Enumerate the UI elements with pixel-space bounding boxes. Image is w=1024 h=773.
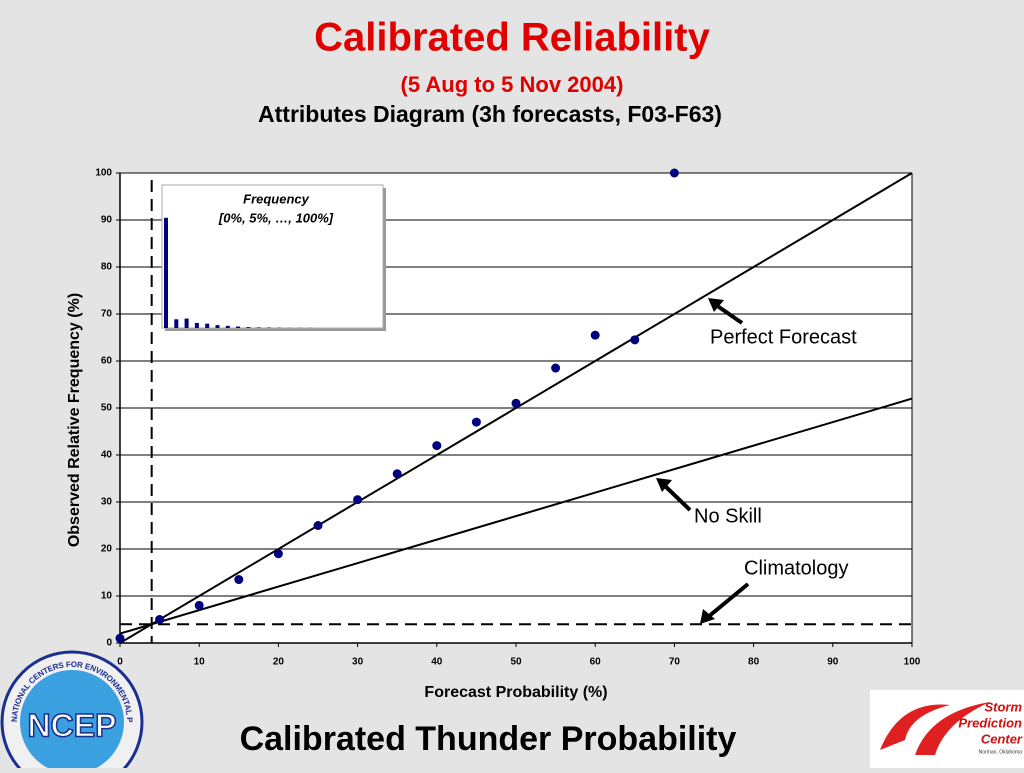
point — [432, 441, 441, 450]
point — [314, 521, 323, 530]
y-tick-label: 30 — [101, 497, 113, 508]
inset-bar — [246, 327, 250, 328]
point — [551, 364, 560, 373]
ncep-text: NCEP — [28, 707, 117, 743]
annotation: Climatology — [744, 557, 848, 579]
point — [670, 169, 679, 178]
x-tick-label: 0 — [117, 657, 123, 668]
x-tick-label: 70 — [669, 657, 681, 668]
inset-bar — [185, 319, 189, 328]
slide-title: Calibrated Reliability — [314, 16, 710, 60]
point — [591, 331, 600, 340]
inset-bar — [236, 327, 240, 328]
x-tick-label: 60 — [590, 657, 602, 668]
annotation: No Skill — [694, 505, 762, 527]
point — [234, 575, 243, 584]
point — [353, 495, 362, 504]
y-tick-label: 0 — [106, 638, 112, 649]
x-tick-label: 50 — [510, 657, 522, 668]
spc-text: Storm — [984, 699, 1022, 714]
x-tick-label: 10 — [194, 657, 206, 668]
point — [155, 615, 164, 624]
inset-bar — [195, 323, 199, 328]
point — [195, 601, 204, 610]
spc-text: Center — [981, 731, 1023, 746]
x-axis-label: Forecast Probability (%) — [424, 684, 607, 701]
spc-logo: Storm Prediction Center Norman, Oklahoma — [870, 690, 1024, 768]
footer: Calibrated Thunder Probability — [240, 720, 737, 758]
x-tick-label: 20 — [273, 657, 285, 668]
inset-bar — [174, 319, 178, 328]
inset-title: Frequency — [243, 191, 310, 206]
point — [630, 335, 639, 344]
inset-bar — [216, 325, 220, 328]
point — [512, 399, 521, 408]
y-tick-label: 90 — [101, 215, 113, 226]
point — [116, 634, 125, 643]
inset-bar — [257, 327, 261, 328]
y-tick-label: 50 — [101, 403, 113, 414]
y-tick-label: 60 — [101, 356, 113, 367]
y-tick-label: 10 — [101, 591, 113, 602]
y-tick-label: 80 — [101, 262, 113, 273]
y-tick-label: 40 — [101, 450, 113, 461]
x-tick-label: 90 — [827, 657, 839, 668]
y-axis-label: Observed Relative Frequency (%) — [66, 293, 83, 547]
inset-box — [162, 185, 383, 328]
y-tick-label: 100 — [95, 168, 112, 179]
inset-bar — [205, 324, 209, 328]
inset-bar — [164, 218, 168, 328]
x-tick-label: 100 — [904, 657, 921, 668]
x-tick-label: 40 — [431, 657, 443, 668]
x-tick-label: 30 — [352, 657, 364, 668]
inset-subtitle: [0%, 5%, …, 100%] — [218, 210, 334, 225]
point — [274, 549, 283, 558]
y-tick-label: 70 — [101, 309, 113, 320]
chart-title: Attributes Diagram (3h forecasts, F03-F6… — [258, 101, 722, 127]
annotation: Perfect Forecast — [710, 326, 857, 348]
spc-place: Norman, Oklahoma — [979, 749, 1023, 755]
point — [393, 469, 402, 478]
point — [472, 418, 481, 427]
spc-text: Prediction — [958, 715, 1022, 730]
x-tick-label: 80 — [748, 657, 760, 668]
inset-bar — [226, 326, 230, 328]
slide-subtitle: (5 Aug to 5 Nov 2004) — [401, 72, 624, 97]
y-tick-label: 20 — [101, 544, 113, 555]
